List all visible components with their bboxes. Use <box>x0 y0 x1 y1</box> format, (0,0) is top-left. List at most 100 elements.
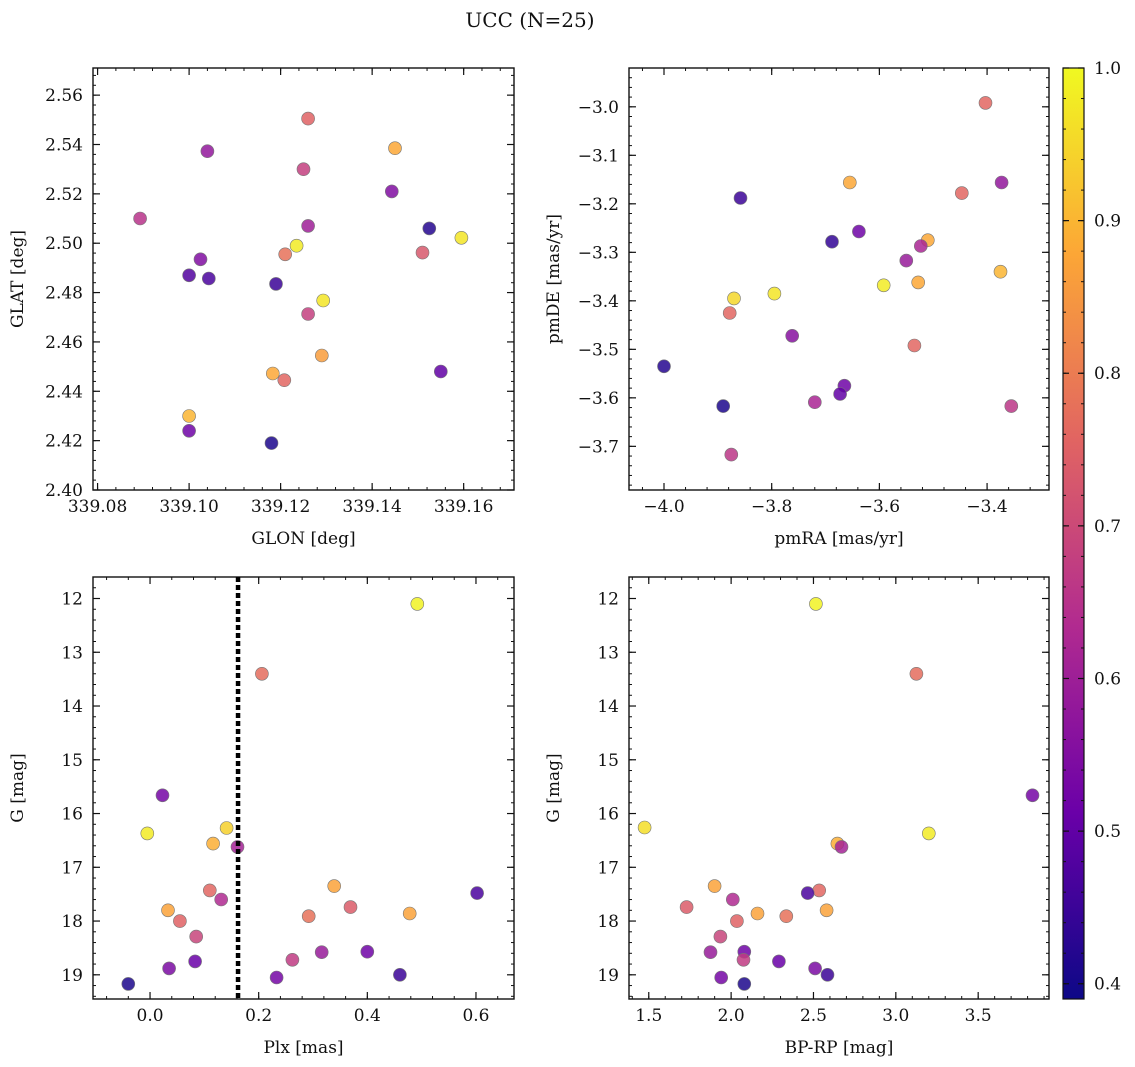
scatter-point <box>206 836 220 851</box>
scatter-point <box>722 306 737 320</box>
scatter-point <box>807 395 822 410</box>
colorbar-tick-label: 0.5 <box>1094 822 1121 842</box>
x-tick-label: 0.2 <box>245 1006 272 1026</box>
scatter-point <box>388 141 402 155</box>
scatter-point <box>724 447 739 462</box>
scatter-point <box>219 821 234 835</box>
x-tick-label: −3.6 <box>859 497 900 517</box>
scatter-point <box>296 162 311 176</box>
y-tick-label: 18 <box>61 912 83 932</box>
scatter-point <box>733 191 748 205</box>
y-tick-label: 14 <box>597 697 619 717</box>
y-tick-label: −3.3 <box>578 243 619 263</box>
y-tick-label: −3.7 <box>578 437 619 457</box>
scatter-point <box>994 175 1009 190</box>
scatter-point <box>410 597 425 611</box>
scatter-point <box>264 436 279 450</box>
colorbar-gradient <box>1062 67 1085 1000</box>
y-tick-label: 13 <box>597 643 619 663</box>
scatter-point <box>707 879 722 893</box>
scatter-point <box>189 929 203 944</box>
scatter-point <box>393 967 407 982</box>
scatter-point <box>327 879 342 893</box>
x-tick-label: −3.4 <box>966 497 1007 517</box>
scatter-point <box>852 224 866 239</box>
y-axis-label: G [mag] <box>544 753 564 822</box>
scatter-point <box>703 945 718 960</box>
colorbar-tick-label: 0.9 <box>1094 212 1121 232</box>
y-tick-label: −3.5 <box>578 340 619 360</box>
scatter-point <box>637 820 652 835</box>
scatter-point <box>736 952 751 967</box>
scatter-point <box>819 903 834 918</box>
scatter-point <box>834 840 849 854</box>
y-tick-label: 2.44 <box>45 382 83 402</box>
scatter-point <box>909 666 924 681</box>
scatter-point <box>767 286 782 301</box>
axes-frame <box>92 576 515 1000</box>
scatter-point <box>182 423 196 438</box>
y-tick-label: 12 <box>61 590 83 610</box>
x-tick-label: 339.08 <box>68 497 127 517</box>
y-tick-label: 16 <box>61 805 83 825</box>
x-tick-label: 2.0 <box>718 1006 745 1026</box>
colorbar: 0.4 0.5 0.6 0.7 0.8 0.9 1.0 <box>1062 59 1121 1000</box>
x-tick-label: 2.5 <box>800 1006 827 1026</box>
scatter-point <box>415 245 430 260</box>
scatter-point <box>921 826 936 841</box>
scatter-point <box>454 231 469 245</box>
scatter-point <box>214 892 228 907</box>
y-axis-label: GLAT [deg] <box>8 230 28 328</box>
scatter-point <box>809 597 823 611</box>
y-axis-label: G [mag] <box>8 753 28 822</box>
scatter-point <box>285 952 300 967</box>
scatter-point <box>716 399 731 413</box>
scatter-point <box>301 111 315 126</box>
scatter-point <box>727 291 741 306</box>
scatter-point <box>316 293 331 308</box>
y-tick-label: 2.46 <box>45 333 83 353</box>
scatter-point <box>820 967 835 982</box>
y-tick-label: 17 <box>61 858 83 878</box>
scatter-point <box>360 944 375 959</box>
x-tick-label: 0.0 <box>137 1006 164 1026</box>
x-tick-label: −4.0 <box>643 497 684 517</box>
y-tick-label: 19 <box>597 966 619 986</box>
scatter-point <box>384 184 399 199</box>
y-tick-label: 2.50 <box>45 234 83 254</box>
scatter-point <box>657 359 671 374</box>
scatter-point <box>301 219 315 233</box>
scatter-point <box>162 961 176 976</box>
x-tick-label: 339.12 <box>251 497 310 517</box>
y-tick-label: −3.6 <box>578 389 619 409</box>
scatter-point <box>954 186 969 200</box>
y-tick-label: 2.54 <box>45 136 83 156</box>
y-tick-label: 17 <box>597 858 619 878</box>
x-tick-label: 0.6 <box>462 1006 489 1026</box>
scatter-point <box>842 175 857 190</box>
subplot-bprp-g: 1.5 2.0 2.5 3.0 3.5 12 13 14 15 16 17 18 19 BP-RP [ma… <box>544 576 1050 1058</box>
x-axis-label: Plx [mas] <box>263 1038 343 1058</box>
y-tick-label: 2.56 <box>45 86 83 106</box>
scatter-point <box>913 239 928 253</box>
y-tick-label: 2.40 <box>45 481 83 501</box>
scatter-point <box>301 307 315 321</box>
x-tick-label: 1.5 <box>635 1006 662 1026</box>
y-tick-label: 18 <box>597 912 619 932</box>
scatter-point <box>277 373 292 388</box>
scatter-point <box>825 234 839 249</box>
axes-frame <box>628 67 1050 491</box>
y-tick-label: −3.4 <box>578 292 619 312</box>
scatter-point <box>203 883 217 898</box>
scatter-point <box>255 666 269 681</box>
scatter-point <box>1004 399 1019 413</box>
scatter-point <box>121 977 136 991</box>
x-tick-label: 339.16 <box>434 497 493 517</box>
colorbar-tick-label: 0.4 <box>1094 975 1121 995</box>
y-tick-label: 2.42 <box>45 432 83 452</box>
scatter-point <box>173 914 187 928</box>
scatter-point <box>269 277 283 291</box>
colorbar-tick-label: 0.7 <box>1094 517 1121 537</box>
x-axis-label: pmRA [mas/yr] <box>774 529 903 549</box>
scatter-point <box>785 328 800 343</box>
